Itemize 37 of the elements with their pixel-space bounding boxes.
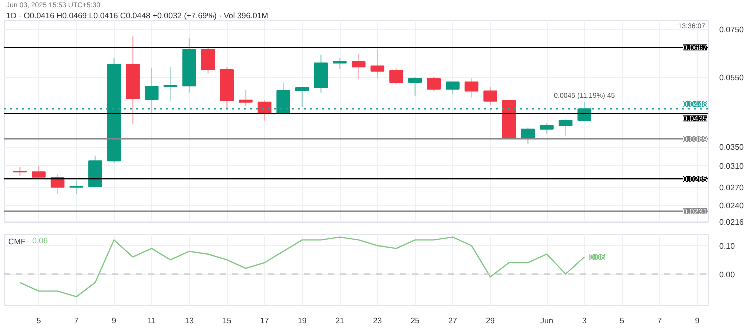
x-tick-label: 17: [260, 316, 270, 326]
x-tick-label: Jun: [540, 316, 554, 326]
y-tick-label: 0.0350: [720, 143, 745, 152]
ref-line-label: 0.0285: [683, 174, 708, 184]
x-tick-label: 25: [410, 316, 420, 326]
x-tick-label: 27: [448, 316, 458, 326]
x-tick-label: 9: [112, 316, 118, 326]
x-tick-label: 15: [222, 316, 232, 326]
annotation: 0.06: [32, 236, 49, 246]
data-label: 0.06: [590, 253, 606, 262]
x-tick-label: 21: [336, 316, 346, 326]
y-tick-label: 0.0310: [720, 162, 745, 171]
ref-line-label: 0.0667: [683, 44, 708, 53]
x-tick-label: 3: [582, 316, 588, 326]
x-tick-label: 23: [373, 316, 383, 326]
y-tick-label: 0.0550: [720, 73, 745, 82]
y-tick-label: 0.10: [720, 242, 736, 251]
x-tick-label: 19: [298, 316, 308, 326]
y-tick-label: 0.0750: [720, 26, 745, 34]
chart-subtitle: 1D · O0.0416 H0.0469 L0.0416 C0.0448 +0.0032 (+7.69%) · Vol 396.01M: [6, 12, 269, 20]
y-tick-label: 0.0270: [720, 183, 745, 192]
x-tick-label: 7: [658, 316, 663, 326]
y-tick-label: 0.0240: [720, 202, 745, 211]
x-tick-label: 7: [74, 316, 80, 326]
x-tick-label: 11: [148, 316, 157, 326]
x-tick-label: 5: [36, 316, 42, 326]
x-tick-label: 5: [620, 316, 626, 326]
x-tick-label: 9: [695, 316, 700, 326]
text: CMF: [8, 238, 26, 246]
ref-line-label: 0.0448: [683, 100, 708, 110]
ref-line-label: 0.0231: [683, 207, 708, 216]
y-tick-label: 0.00: [720, 270, 736, 280]
ref-line-label: 0.0369: [683, 135, 708, 144]
y-tick-label: 0.0216: [720, 218, 745, 227]
x-tick-label: 29: [486, 316, 496, 326]
ref-line-label: 0.0435: [683, 114, 708, 124]
x-tick-label: 13: [185, 316, 195, 326]
